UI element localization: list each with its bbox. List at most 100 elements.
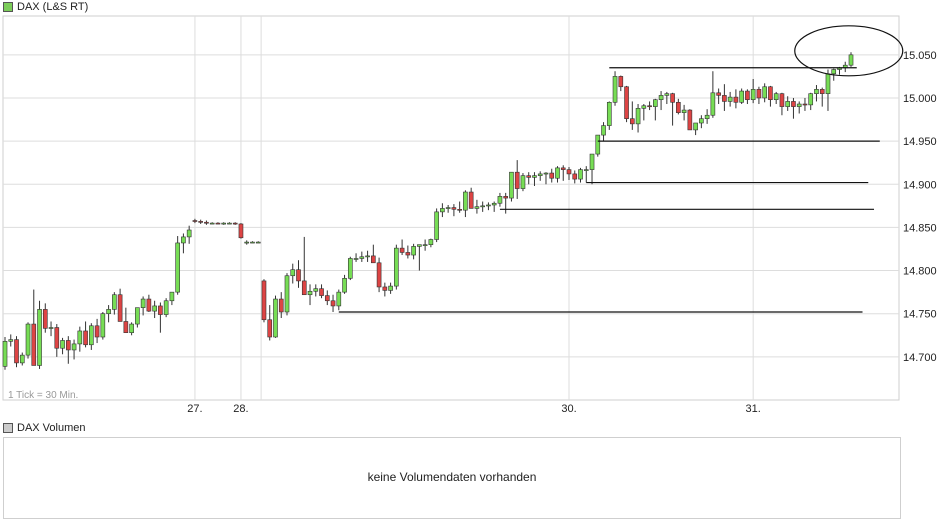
candle-body (779, 93, 785, 107)
candle-body (48, 327, 54, 329)
candle-body (572, 173, 578, 180)
candle-body (618, 76, 624, 88)
candle-body (100, 313, 106, 338)
candle-body (359, 256, 365, 259)
x-tick-label: 30. (561, 403, 576, 415)
candle-body (762, 86, 767, 99)
candle-body (549, 172, 555, 179)
candle-body (451, 207, 457, 210)
candle-body (457, 208, 462, 211)
candle-body (89, 325, 94, 346)
candle-body (140, 298, 146, 308)
candle-body (676, 101, 681, 113)
y-tick-label: 14.700 (903, 352, 937, 364)
candle-body (641, 105, 647, 109)
price-chart: 14.700 14.750 14.800 14.850 14.900 14.950 15.0… (2, 15, 937, 415)
candle-body (411, 246, 416, 256)
candle-body (255, 241, 261, 244)
candle-body (647, 105, 652, 108)
volume-legend-swatch (3, 423, 13, 433)
main-legend-swatch (3, 2, 13, 12)
candle-body (595, 134, 601, 155)
candle-body (733, 96, 739, 103)
candle-body (773, 93, 779, 101)
candle-body (14, 339, 19, 364)
candle-body (54, 327, 60, 349)
candle-body (169, 291, 175, 302)
candle-body (273, 298, 278, 338)
candle-body (324, 295, 330, 302)
candle-body (555, 167, 560, 179)
candle-body (681, 109, 687, 113)
candle-body (146, 298, 152, 312)
candle-body (117, 294, 123, 322)
candle-body (722, 95, 727, 102)
candle-body (848, 54, 854, 66)
candle-body (152, 305, 157, 312)
candle-body (221, 222, 227, 225)
candle-body (336, 291, 342, 307)
y-tick-label: 14.850 (903, 222, 937, 234)
candle-body (244, 241, 250, 244)
candle-body (158, 305, 163, 315)
candle-body (699, 118, 704, 124)
candle-body (371, 255, 376, 264)
candle-body (301, 280, 307, 296)
highlight-circle (794, 25, 904, 77)
candle-body (474, 206, 480, 209)
candle-body (94, 325, 100, 338)
candle-body (693, 122, 698, 131)
candle-body (135, 307, 140, 325)
candle-body (509, 171, 514, 199)
volume-panel: keine Volumendaten vorhanden (3, 437, 901, 519)
candle-body (209, 222, 215, 225)
candle-body (514, 171, 520, 189)
candle-body (60, 340, 65, 349)
candle-body (198, 221, 203, 223)
candle-body (2, 341, 8, 367)
candle-body (163, 300, 169, 315)
candle-body (330, 300, 336, 307)
candle-body (491, 202, 497, 206)
annotations (338, 25, 904, 313)
candle-body (434, 211, 439, 240)
candle-body (71, 343, 77, 351)
candle-body (704, 114, 710, 119)
candle-body (440, 208, 445, 213)
candle-body (589, 153, 595, 170)
main-legend: DAX (L&S RT) (3, 0, 88, 14)
candle-body (353, 258, 359, 260)
candle-body (106, 309, 111, 315)
candle-body (687, 109, 693, 131)
candle-body (808, 93, 814, 106)
candle-body (250, 241, 255, 244)
candle-body (31, 323, 37, 366)
plot-frame (2, 15, 900, 401)
candle-body (284, 275, 290, 313)
candle-body (635, 108, 641, 125)
candle-body (831, 69, 837, 75)
candle-body (606, 101, 612, 126)
candle-body (123, 321, 129, 333)
candle-body (825, 73, 831, 94)
candle-body (543, 172, 549, 175)
candle-body (42, 309, 48, 329)
candle-body (486, 204, 491, 207)
candle-body (25, 323, 31, 356)
candle-body (307, 290, 313, 296)
candle-body (750, 89, 756, 101)
tick-note: 1 Tick = 30 Min. (8, 390, 78, 401)
candles (2, 52, 854, 370)
y-tick-label: 15.000 (903, 93, 937, 105)
candle-body (629, 118, 635, 125)
candle-body (342, 278, 347, 293)
candle-body (365, 255, 370, 258)
candle-body (399, 247, 405, 253)
volume-legend-label: DAX Volumen (17, 422, 86, 434)
candle-body (526, 175, 532, 178)
volume-legend: DAX Volumen (3, 421, 85, 435)
candle-body (658, 95, 664, 101)
candle-body (566, 169, 572, 175)
x-tick-label: 28. (233, 403, 248, 415)
candle-body (8, 339, 14, 342)
